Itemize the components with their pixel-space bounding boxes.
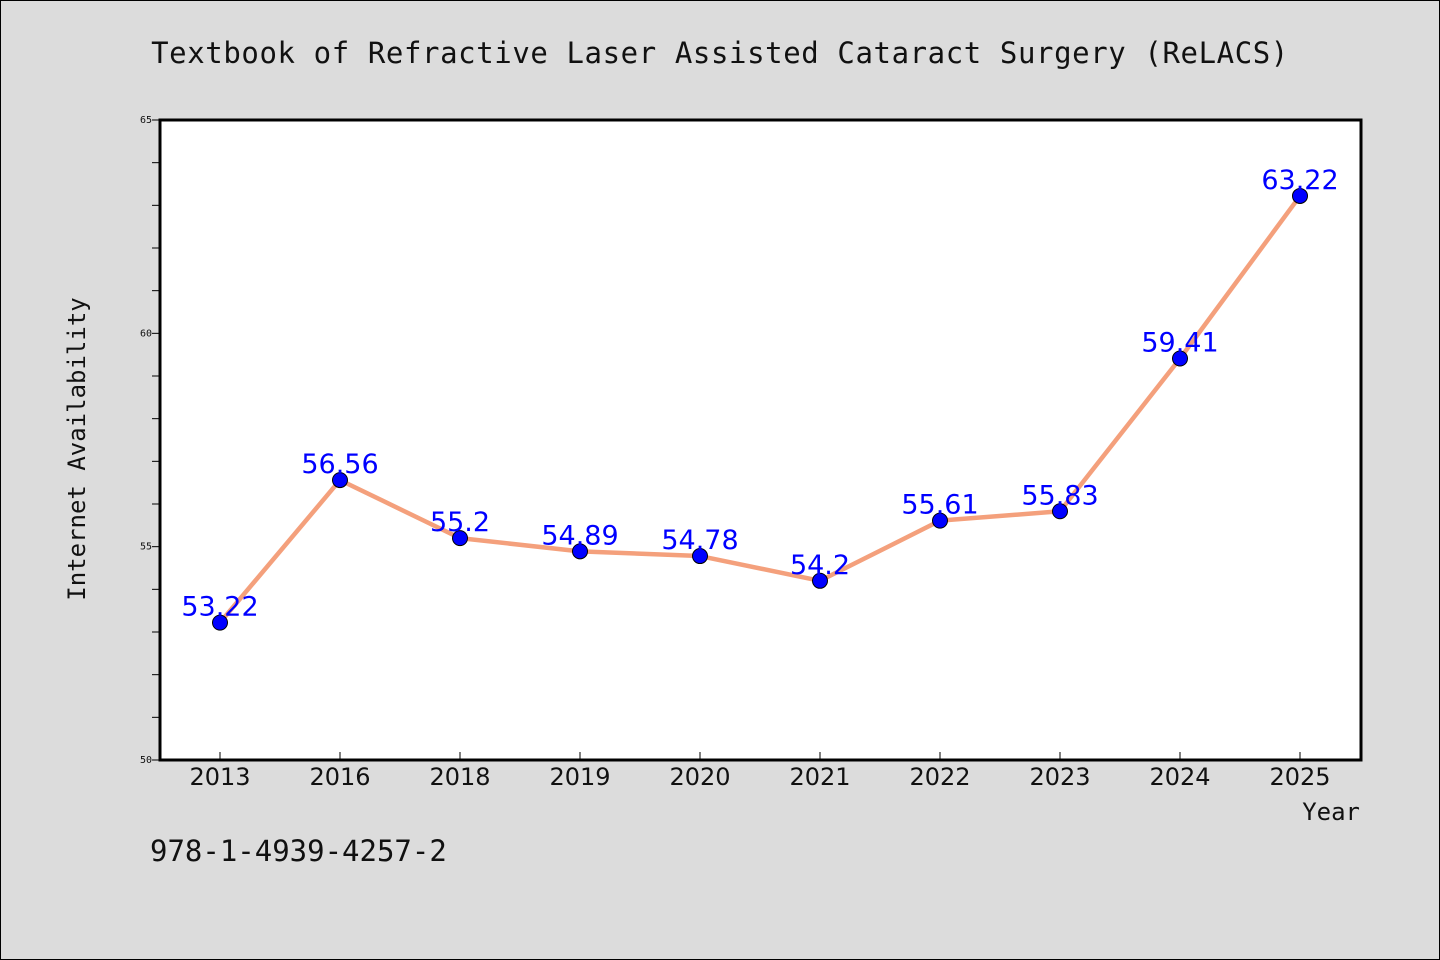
data-point: [692, 548, 708, 565]
data-point: [332, 472, 348, 489]
data-label: 55.2: [430, 507, 490, 538]
x-tick-label: 2021: [789, 763, 850, 791]
data-point: [452, 530, 468, 547]
data-label: 63.22: [1261, 165, 1338, 196]
data-label: 56.56: [301, 449, 378, 480]
x-tick-label: 2019: [549, 763, 610, 791]
data-label: 54.89: [541, 520, 618, 551]
x-tick-label: 2024: [1149, 763, 1210, 791]
data-labels: 53.22 56.56 55.2 54.89 54.78 54.2 55.61 55.83 59…: [181, 165, 1338, 623]
x-tick-label: 2022: [909, 763, 970, 791]
x-tick-label: 2023: [1029, 763, 1090, 791]
data-point: [212, 614, 228, 631]
x-tick-label: 2025: [1269, 763, 1330, 791]
x-tick-label: 2018: [429, 763, 490, 791]
data-label: 54.78: [661, 525, 738, 556]
data-point: [572, 543, 588, 560]
data-point: [932, 512, 948, 529]
data-label: 59.41: [1141, 328, 1218, 359]
y-tick-label: 60: [140, 328, 152, 339]
isbn-code: 978-1-4939-4257-2: [150, 834, 447, 868]
y-tick-label: 50: [140, 755, 152, 766]
data-label: 54.2: [790, 550, 850, 581]
data-point: [812, 572, 828, 589]
data-point: [1172, 350, 1188, 367]
x-axis: 2013 2016 2018 2019 2020 2021 2022 2023 2024 2025: [189, 752, 1331, 791]
series-line: [217, 193, 1303, 625]
series-internet-availability: [212, 187, 1308, 631]
y-axis: 50 55 60 65: [140, 115, 159, 766]
x-tick-label: 2016: [309, 763, 370, 791]
y-tick-label: 55: [140, 542, 152, 553]
x-axis-title: Year: [1302, 798, 1360, 826]
chart-title: Textbook of Refractive Laser Assisted Ca…: [151, 36, 1289, 70]
x-tick-label: 2013: [189, 763, 250, 791]
x-tick-label: 2020: [669, 763, 730, 791]
data-label: 55.61: [901, 490, 978, 521]
data-label: 55.83: [1021, 480, 1098, 511]
y-tick-label: 65: [140, 115, 152, 126]
y-axis-title: Internet Availability: [63, 297, 91, 600]
data-point: [1292, 187, 1308, 204]
data-point: [1052, 503, 1068, 520]
data-label: 53.22: [181, 592, 258, 623]
plot-area: [158, 118, 1363, 762]
